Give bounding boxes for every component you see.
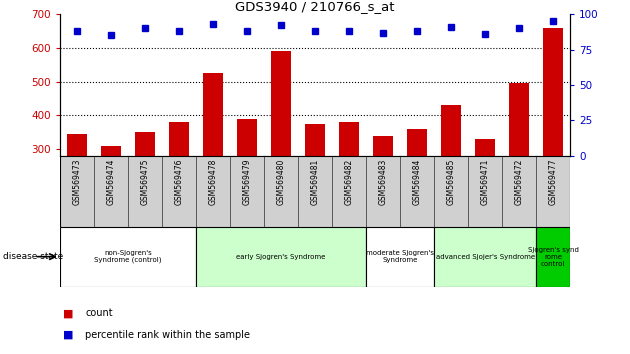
Bar xyxy=(237,119,257,250)
Text: GSM569480: GSM569480 xyxy=(277,159,285,205)
Bar xyxy=(169,122,189,250)
Text: GSM569481: GSM569481 xyxy=(311,159,319,205)
Text: GSM569479: GSM569479 xyxy=(243,159,251,205)
Text: early Sjogren's Syndrome: early Sjogren's Syndrome xyxy=(236,254,326,259)
Bar xyxy=(135,132,155,250)
Bar xyxy=(373,136,393,250)
Text: GSM569483: GSM569483 xyxy=(379,159,387,205)
Bar xyxy=(67,134,87,250)
Text: Sjogren's synd
rome
control: Sjogren's synd rome control xyxy=(528,247,578,267)
Text: GSM569472: GSM569472 xyxy=(515,159,524,205)
Bar xyxy=(339,122,359,250)
Text: GSM569474: GSM569474 xyxy=(106,159,115,205)
Text: GSM569471: GSM569471 xyxy=(481,159,490,205)
Bar xyxy=(475,139,495,250)
Bar xyxy=(271,51,291,250)
Text: advanced Sjojer's Syndrome: advanced Sjojer's Syndrome xyxy=(435,254,535,259)
Bar xyxy=(434,227,536,287)
Bar xyxy=(441,105,461,250)
Text: GSM569482: GSM569482 xyxy=(345,159,353,205)
Bar xyxy=(509,83,529,250)
Text: GSM569478: GSM569478 xyxy=(209,159,217,205)
Text: GSM569473: GSM569473 xyxy=(72,159,81,205)
Bar xyxy=(203,73,223,250)
Bar xyxy=(543,28,563,250)
Bar xyxy=(366,227,434,287)
Text: moderate Sjogren's
Syndrome: moderate Sjogren's Syndrome xyxy=(366,250,434,263)
Text: percentile rank within the sample: percentile rank within the sample xyxy=(85,330,250,339)
Text: count: count xyxy=(85,308,113,318)
Text: GSM569475: GSM569475 xyxy=(140,159,149,205)
Text: GSM569476: GSM569476 xyxy=(175,159,183,205)
Text: ■: ■ xyxy=(63,330,74,339)
Bar xyxy=(101,146,121,250)
Bar xyxy=(536,227,570,287)
Title: GDS3940 / 210766_s_at: GDS3940 / 210766_s_at xyxy=(235,0,395,13)
Text: GSM569477: GSM569477 xyxy=(549,159,558,205)
Bar xyxy=(407,129,427,250)
Bar xyxy=(196,227,366,287)
Text: disease state: disease state xyxy=(3,252,64,261)
Text: GSM569485: GSM569485 xyxy=(447,159,455,205)
Bar xyxy=(305,124,325,250)
Text: GSM569484: GSM569484 xyxy=(413,159,421,205)
Bar xyxy=(60,227,196,287)
Text: non-Sjogren's
Syndrome (control): non-Sjogren's Syndrome (control) xyxy=(94,250,162,263)
Text: ■: ■ xyxy=(63,308,74,318)
